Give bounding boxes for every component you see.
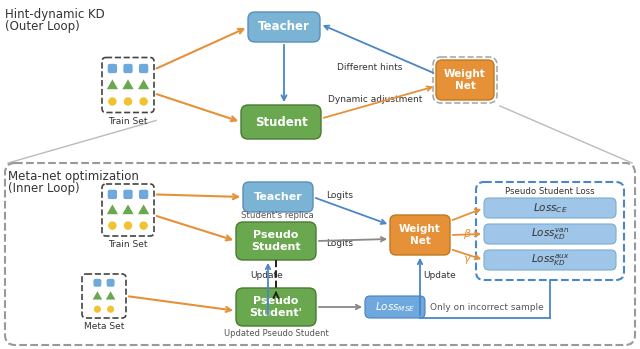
Text: Weight
Net: Weight Net (399, 224, 441, 246)
Polygon shape (107, 205, 118, 214)
Circle shape (124, 221, 132, 230)
Text: $Loss_{CE}$: $Loss_{CE}$ (532, 201, 567, 215)
Text: Different hints: Different hints (337, 64, 403, 73)
Polygon shape (122, 205, 134, 214)
FancyBboxPatch shape (108, 190, 117, 199)
FancyBboxPatch shape (93, 279, 101, 287)
Text: (Outer Loop): (Outer Loop) (5, 20, 80, 33)
FancyBboxPatch shape (139, 64, 148, 73)
Text: $Loss_{MSE}$: $Loss_{MSE}$ (375, 300, 415, 314)
Circle shape (124, 97, 132, 106)
Text: Updated Pseudo Student: Updated Pseudo Student (223, 329, 328, 338)
Circle shape (108, 221, 116, 230)
Polygon shape (138, 205, 149, 214)
FancyBboxPatch shape (236, 222, 316, 260)
FancyBboxPatch shape (248, 12, 320, 42)
Text: Train Set: Train Set (108, 118, 148, 126)
Text: Train Set: Train Set (108, 240, 148, 249)
Text: Pseudo
Student': Pseudo Student' (250, 296, 303, 318)
Text: Meta Set: Meta Set (84, 322, 124, 331)
FancyBboxPatch shape (365, 296, 425, 318)
Text: Logits: Logits (326, 239, 353, 248)
Text: $Loss_{KD}^{aux}$: $Loss_{KD}^{aux}$ (531, 252, 570, 268)
Text: Hint-dynamic KD: Hint-dynamic KD (5, 8, 105, 21)
FancyBboxPatch shape (241, 105, 321, 139)
Text: Pseudo Student Loss: Pseudo Student Loss (505, 187, 595, 196)
FancyBboxPatch shape (484, 250, 616, 270)
Circle shape (107, 306, 114, 313)
FancyBboxPatch shape (236, 288, 316, 326)
FancyBboxPatch shape (124, 190, 132, 199)
Text: Student's replica: Student's replica (241, 211, 314, 220)
FancyBboxPatch shape (436, 60, 494, 100)
Text: Pseudo
Student: Pseudo Student (251, 230, 301, 252)
Polygon shape (107, 79, 118, 89)
Circle shape (140, 221, 148, 230)
Text: Student: Student (255, 116, 307, 128)
Text: $\beta$: $\beta$ (463, 227, 472, 241)
Text: Update: Update (423, 272, 456, 281)
FancyBboxPatch shape (484, 198, 616, 218)
Text: Update: Update (250, 272, 283, 281)
Text: Weight
Net: Weight Net (444, 69, 486, 91)
Circle shape (108, 97, 116, 106)
Text: Teacher: Teacher (258, 21, 310, 34)
FancyBboxPatch shape (124, 64, 132, 73)
Text: (Inner Loop): (Inner Loop) (8, 182, 79, 195)
FancyBboxPatch shape (139, 190, 148, 199)
Text: Teacher: Teacher (253, 192, 302, 202)
Polygon shape (106, 291, 115, 299)
FancyBboxPatch shape (107, 279, 115, 287)
FancyBboxPatch shape (390, 215, 450, 255)
Text: Logits: Logits (326, 192, 353, 200)
Text: Dynamic adjustment: Dynamic adjustment (328, 96, 422, 104)
Text: Meta-net optimization: Meta-net optimization (8, 170, 139, 183)
FancyBboxPatch shape (243, 182, 313, 212)
Circle shape (140, 97, 148, 106)
Text: $\gamma$: $\gamma$ (463, 254, 472, 266)
Text: Only on incorrect sample: Only on incorrect sample (430, 303, 544, 312)
FancyBboxPatch shape (108, 64, 117, 73)
Circle shape (94, 306, 101, 313)
Polygon shape (138, 79, 149, 89)
Polygon shape (93, 291, 102, 299)
Text: $Loss_{KD}^{van}$: $Loss_{KD}^{van}$ (531, 226, 569, 242)
Polygon shape (122, 79, 134, 89)
FancyBboxPatch shape (484, 224, 616, 244)
